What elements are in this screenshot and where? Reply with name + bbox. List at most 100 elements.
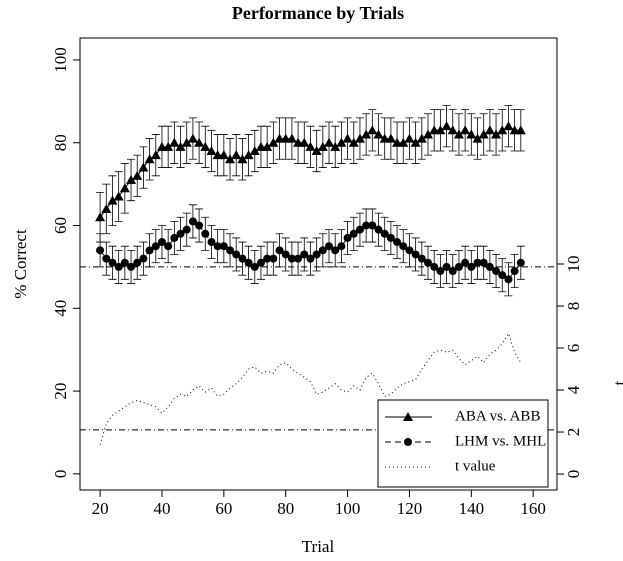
marker [454,262,463,271]
marker [461,258,470,267]
y2-tick-label: 4 [564,385,583,394]
marker [442,262,451,271]
marker [416,133,427,143]
marker [299,137,310,147]
marker [126,174,137,184]
y-tick-label: 0 [51,470,70,479]
y-tick-label: 100 [51,47,70,73]
marker [342,133,353,143]
marker [405,246,414,255]
marker [201,229,210,238]
marker [96,246,105,255]
marker [343,233,352,242]
marker [207,238,216,247]
marker [164,242,173,251]
marker [317,141,328,151]
marker [430,262,439,271]
marker [232,250,241,259]
marker [243,150,254,160]
marker [101,203,112,213]
marker [170,233,179,242]
marker [300,250,309,259]
legend-marker [404,438,412,446]
marker [399,242,408,251]
marker [286,133,297,143]
marker [331,246,340,255]
marker [281,250,290,259]
y2-tick-label: 0 [564,470,583,479]
x-tick-label: 100 [335,499,361,518]
marker [287,254,296,263]
marker [127,262,136,271]
marker [213,242,222,251]
y-axis-label: % Correct [11,229,30,299]
marker [268,137,279,147]
x-tick-label: 80 [277,499,294,518]
marker [417,254,426,263]
marker [139,254,148,263]
marker [144,154,155,164]
marker [107,195,118,205]
marker [133,258,142,267]
marker [385,133,396,143]
marker [373,129,384,139]
marker [348,137,359,147]
marker [336,137,347,147]
marker [226,246,235,255]
marker [175,141,186,151]
marker [263,254,272,263]
marker [176,229,185,238]
marker [361,129,372,139]
marker [423,129,434,139]
marker [311,146,322,155]
x-tick-label: 160 [520,499,546,518]
marker [424,258,433,267]
x-tick-label: 40 [153,499,170,518]
marker [472,133,483,143]
marker [113,191,124,201]
marker [404,133,415,143]
marker [492,267,501,276]
marker [157,238,166,247]
marker [466,129,477,139]
legend-label: LHM vs. MHL [455,433,546,449]
x-tick-label: 60 [215,499,232,518]
marker [225,154,236,164]
marker [447,125,458,135]
series-line [99,332,522,445]
marker [250,262,259,271]
y-tick-label: 20 [51,383,70,400]
x-tick-label: 20 [92,499,109,518]
marker [231,150,242,160]
marker [195,221,204,230]
marker [503,121,514,131]
marker [460,125,471,135]
y2-tick-label: 10 [564,256,583,273]
marker [497,125,508,135]
marker [163,141,174,151]
marker [441,121,452,131]
legend-marker [403,412,413,421]
marker [453,129,464,139]
x-axis-label: Trial [302,537,335,556]
marker [120,258,129,267]
marker [312,250,321,259]
marker [238,254,247,263]
marker [448,267,457,276]
marker [305,141,316,151]
marker [386,233,395,242]
marker [467,262,476,271]
marker [337,242,346,251]
marker [194,137,205,147]
chart-title: Performance by Trials [232,3,404,23]
marker [294,254,303,263]
marker [145,246,154,255]
marker [510,267,519,276]
marker [318,246,327,255]
y-tick-label: 60 [51,217,70,234]
legend-label: ABA vs. ABB [455,408,540,424]
marker [114,262,123,271]
marker [393,238,402,247]
marker [151,242,160,251]
